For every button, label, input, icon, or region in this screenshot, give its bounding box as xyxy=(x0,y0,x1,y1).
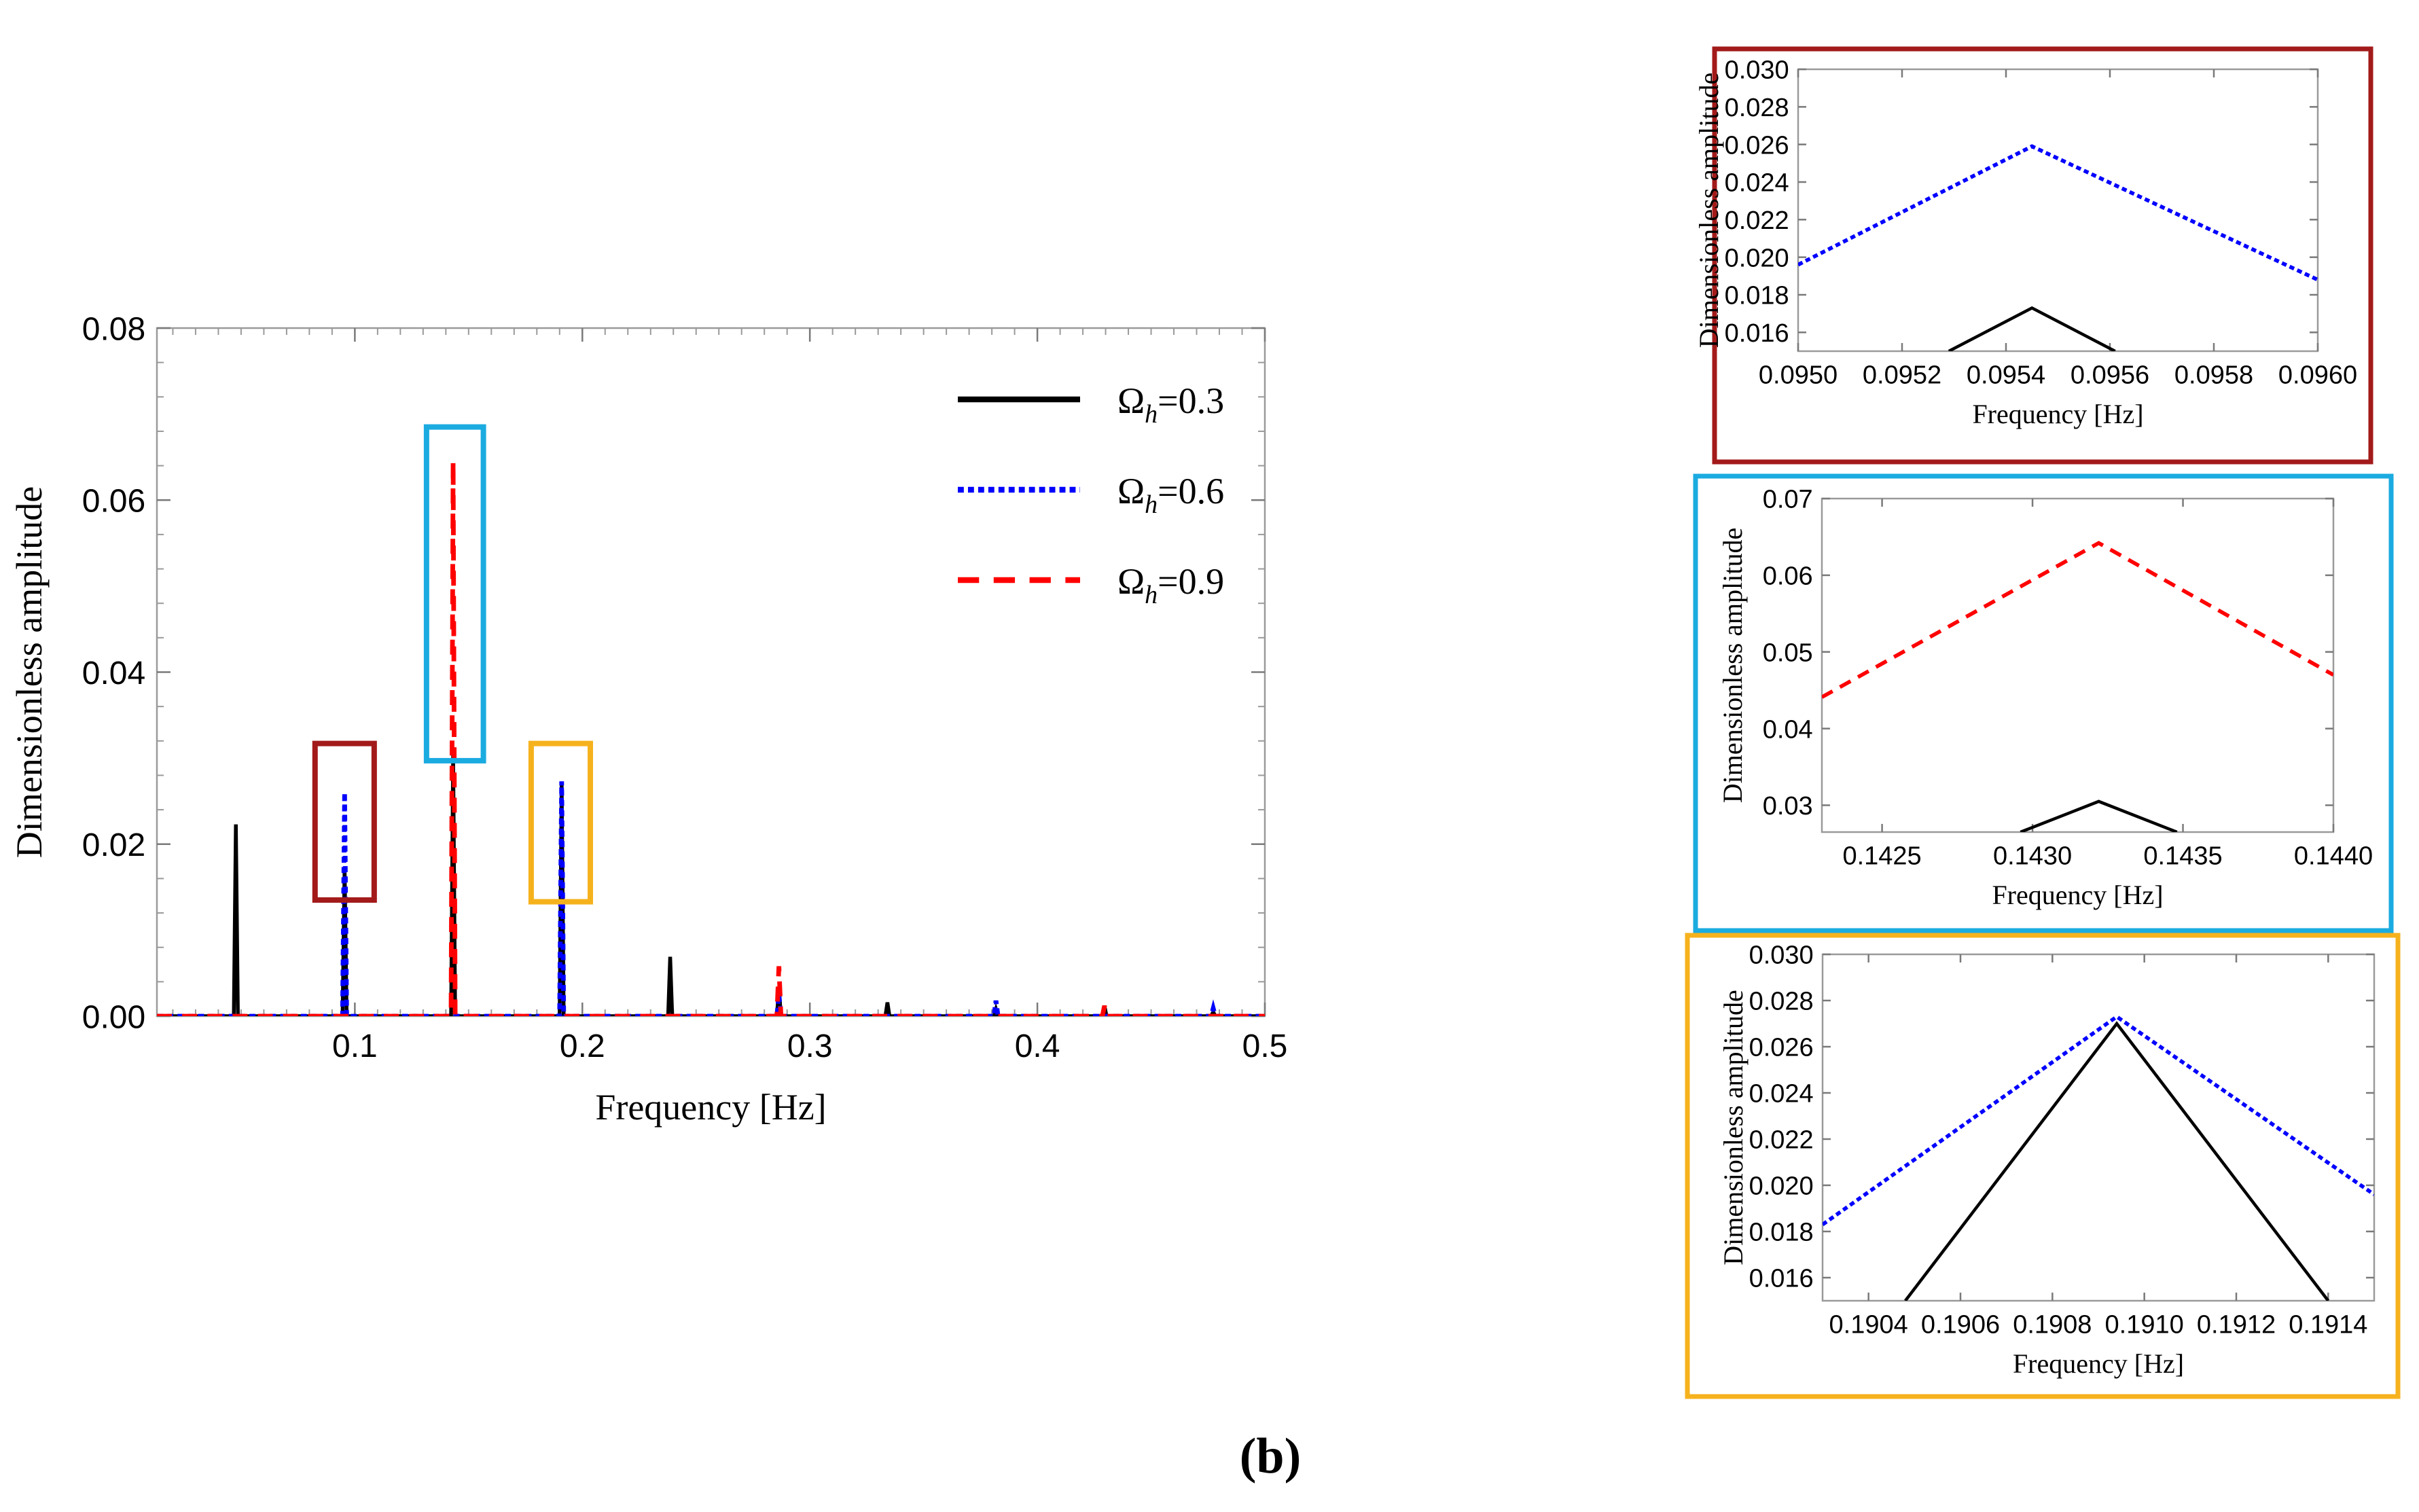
inset-cyan-series-h0-3 xyxy=(2020,799,2178,832)
inset-yellow-xtick-label: 0.1912 xyxy=(2197,1311,2276,1339)
inset-red-ytick-label: 0.020 xyxy=(1725,244,1789,272)
inset-red-ytick-label: 0.018 xyxy=(1725,282,1789,310)
inset-yellow-xtick-label: 0.1914 xyxy=(2289,1311,2367,1339)
legend-subscript: h xyxy=(1145,400,1158,429)
legend-value: =0.9 xyxy=(1158,561,1224,602)
inset-yellow-ytick-label: 0.028 xyxy=(1749,988,1814,1016)
main-ytick-label: 0.08 xyxy=(82,311,145,347)
legend-symbol: Ω xyxy=(1117,471,1145,511)
figure-label: (b) xyxy=(1240,1428,1301,1484)
main-ytick-label: 0.00 xyxy=(82,999,145,1035)
inset-cyan-ytick-label: 0.07 xyxy=(1763,486,1813,514)
inset-red-xtick-label: 0.0958 xyxy=(2174,361,2253,390)
main-xtick-label: 0.4 xyxy=(1015,1028,1060,1064)
inset-cyan-ytick-label: 0.05 xyxy=(1763,638,1813,667)
inset-yellow-ytick-label: 0.024 xyxy=(1749,1080,1814,1109)
inset-yellow-ytick-label: 0.018 xyxy=(1749,1219,1814,1247)
legend-label-h0-6: Ωh=0.6 xyxy=(1117,471,1224,519)
inset-cyan-ytick-label: 0.06 xyxy=(1763,562,1813,591)
main-chart: 0.1 0.2 0.3 0.4 0.5 0.00 0.02 0.04 0.06 0.08 Frequ… xyxy=(9,311,1287,1128)
inset-red-xtick-label: 0.0960 xyxy=(2278,361,2357,390)
inset-cyan-ytick-label: 0.03 xyxy=(1763,792,1813,821)
main-ytick-label: 0.06 xyxy=(82,484,145,520)
main-ylabel: Dimensionless amplitude xyxy=(9,486,50,858)
inset-red-ytick-label: 0.028 xyxy=(1725,94,1789,122)
main-ytick-label: 0.04 xyxy=(82,655,145,691)
inset-red-ylabel: Dimensionless amplitude xyxy=(1694,73,1724,348)
legend-value: =0.6 xyxy=(1158,471,1224,511)
main-xtick-label: 0.1 xyxy=(332,1028,378,1064)
inset-red-frame xyxy=(1712,46,2373,465)
inset-yellow-ytick-label: 0.022 xyxy=(1749,1126,1814,1155)
zoom-box-yellow xyxy=(528,740,593,905)
legend-label-h0-9: Ωh=0.9 xyxy=(1117,561,1224,609)
inset-yellow-series-h0-6 xyxy=(1823,1014,2374,1227)
inset-red-series-h0-3 xyxy=(1948,306,2116,351)
inset-cyan-plot-area xyxy=(1822,541,2333,832)
inset-cyan-xlabel: Frequency [Hz] xyxy=(1992,880,2163,910)
inset-red-ytick-label: 0.030 xyxy=(1725,56,1789,85)
inset-chart-yellow: 0.1904 0.1906 0.1908 0.1910 0.1912 0.1914 0.01… xyxy=(1685,933,2401,1399)
zoom-box-cyan xyxy=(423,424,486,763)
inset-yellow-xtick-label: 0.1908 xyxy=(2013,1311,2092,1339)
inset-red-ytick-label: 0.024 xyxy=(1725,169,1789,198)
inset-yellow-frame xyxy=(1685,933,2401,1399)
legend-subscript: h xyxy=(1145,490,1158,519)
inset-cyan-series-h0-9 xyxy=(1822,541,2333,699)
main-xtick-label: 0.2 xyxy=(560,1028,605,1064)
inset-red-ytick-label: 0.016 xyxy=(1725,319,1789,348)
inset-cyan-frame xyxy=(1693,473,2394,933)
inset-chart-cyan: 0.1425 0.1430 0.1435 0.1440 0.03 0.04 0.05 0.06… xyxy=(1693,473,2394,933)
inset-red-ytick-label: 0.026 xyxy=(1725,131,1789,160)
inset-yellow-ytick-label: 0.020 xyxy=(1749,1172,1814,1201)
inset-cyan-xtick-label: 0.1425 xyxy=(1842,842,1921,871)
main-plot-area xyxy=(157,461,1265,1016)
legend-symbol: Ω xyxy=(1117,380,1145,421)
main-xlabel: Frequency [Hz] xyxy=(595,1087,826,1128)
inset-yellow-xlabel: Frequency [Hz] xyxy=(2013,1348,2184,1379)
inset-red-xlabel: Frequency [Hz] xyxy=(1972,399,2143,429)
inset-yellow-ylabel: Dimensionless amplitude xyxy=(1718,990,1749,1265)
inset-cyan-xtick-label: 0.1435 xyxy=(2143,842,2222,871)
main-xtick-label: 0.5 xyxy=(1242,1028,1288,1064)
inset-yellow-plot-area xyxy=(1823,1014,2374,1301)
inset-red-xtick-label: 0.0952 xyxy=(1863,361,1941,390)
inset-chart-red: 0.0950 0.0952 0.0954 0.0956 0.0958 0.0960 0.01… xyxy=(1694,46,2373,465)
inset-cyan-ytick-label: 0.04 xyxy=(1763,715,1813,744)
inset-yellow-xtick-label: 0.1906 xyxy=(1921,1311,2000,1339)
inset-yellow-axes-box xyxy=(1821,953,2376,1302)
legend-subscript: h xyxy=(1145,581,1158,609)
main-series-h0-6 xyxy=(157,781,1265,1016)
main-series-h0-9 xyxy=(157,461,1265,1016)
legend-symbol: Ω xyxy=(1117,561,1145,602)
main-series-h0-3 xyxy=(157,753,1265,1016)
main-xtick-label: 0.3 xyxy=(787,1028,833,1064)
zoom-box-red xyxy=(312,740,377,903)
inset-red-series-h0-6 xyxy=(1798,144,2318,282)
inset-yellow-ytick-label: 0.026 xyxy=(1749,1034,1814,1062)
legend-value: =0.3 xyxy=(1158,380,1224,421)
inset-cyan-xtick-label: 0.1440 xyxy=(2294,842,2373,871)
inset-red-xtick-label: 0.0950 xyxy=(1759,361,1838,390)
inset-yellow-series-h0-3 xyxy=(1904,1021,2330,1301)
inset-red-xtick-label: 0.0956 xyxy=(2071,361,2149,390)
inset-cyan-ylabel: Dimensionless amplitude xyxy=(1717,528,1748,804)
main-ytick-label: 0.02 xyxy=(82,827,145,863)
inset-yellow-xtick-label: 0.1904 xyxy=(1829,1311,1908,1339)
inset-cyan-xtick-label: 0.1430 xyxy=(1993,842,2072,871)
inset-yellow-ytick-label: 0.030 xyxy=(1749,941,1814,970)
inset-red-axes-box xyxy=(1797,68,2319,353)
inset-cyan-axes-box xyxy=(1821,497,2335,833)
inset-red-xtick-label: 0.0954 xyxy=(1967,361,2045,390)
inset-yellow-ytick-label: 0.016 xyxy=(1749,1265,1814,1293)
inset-yellow-xtick-label: 0.1910 xyxy=(2105,1311,2184,1339)
inset-red-plot-area xyxy=(1798,144,2318,351)
legend: Ωh=0.3Ωh=0.6Ωh=0.9 xyxy=(958,380,1224,609)
main-axes-box xyxy=(156,327,1266,1018)
legend-label-h0-3: Ωh=0.3 xyxy=(1117,380,1224,429)
inset-red-ytick-label: 0.022 xyxy=(1725,206,1789,235)
